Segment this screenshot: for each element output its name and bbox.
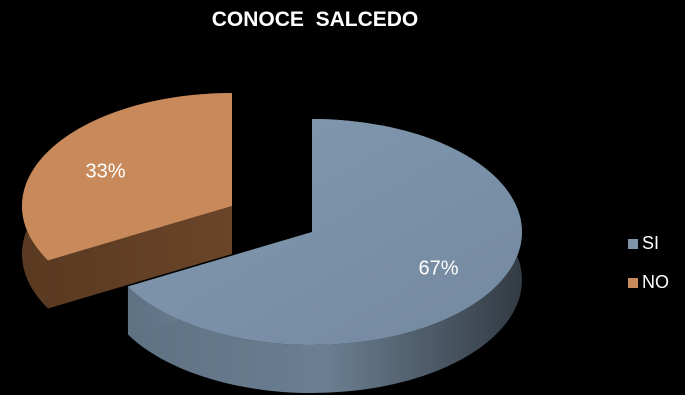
slice-top-no	[21, 93, 233, 261]
legend-item-si: SI	[628, 232, 669, 255]
legend-item-no: NO	[628, 271, 669, 294]
chart-title: CONOCE SALCEDO	[211, 8, 419, 31]
legend-label-si: SI	[642, 233, 660, 253]
slice-top-si	[127, 119, 523, 345]
legend-label-no: NO	[642, 272, 669, 292]
legend: SI NO	[628, 232, 669, 310]
legend-swatch-no	[628, 277, 638, 288]
data-label-no: 33%	[85, 160, 125, 182]
slice-cut-no	[47, 206, 232, 309]
legend-swatch-si	[628, 238, 638, 249]
data-label-si: 67%	[419, 258, 459, 280]
